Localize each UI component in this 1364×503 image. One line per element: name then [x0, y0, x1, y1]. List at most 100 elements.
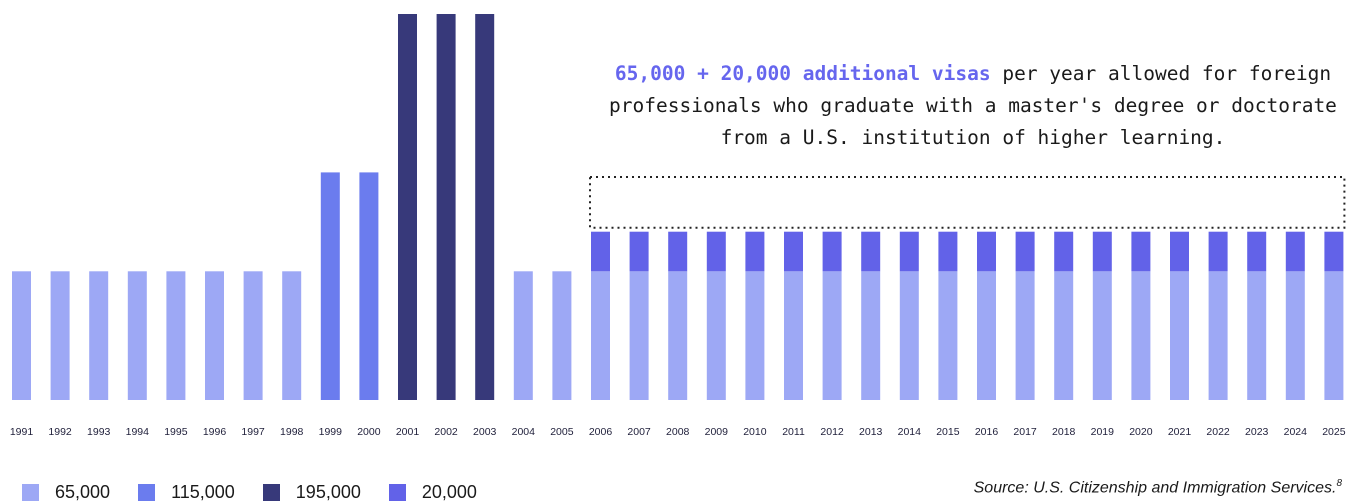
bar-2020-65000 [1131, 271, 1151, 400]
bar-2012-20000 [822, 231, 842, 272]
bar-2006-20000 [591, 231, 610, 272]
x-tick-label: 2010 [743, 426, 767, 438]
bar-1993-65000 [89, 271, 109, 400]
bars-group [12, 14, 1344, 400]
bar-2011-65000 [784, 271, 803, 400]
x-tick-label: 2000 [357, 426, 381, 438]
x-tick-label: 1998 [280, 426, 304, 438]
x-tick-label: 2008 [666, 426, 690, 438]
bar-2020-20000 [1131, 231, 1151, 272]
bar-2022-20000 [1208, 231, 1228, 272]
x-tick-label: 1999 [319, 426, 343, 438]
x-tick-label: 2025 [1322, 426, 1346, 438]
bar-2008-65000 [668, 271, 688, 400]
bar-1999-115000 [320, 172, 340, 400]
bar-1996-65000 [205, 271, 224, 400]
bar-2000-115000 [359, 172, 379, 400]
x-tick-label: 2003 [473, 426, 497, 438]
source-note: Source: U.S. Citizenship and Immigration… [974, 478, 1342, 497]
bar-2004-65000 [513, 271, 533, 400]
legend-swatch-20000 [388, 483, 406, 501]
bar-2018-65000 [1054, 271, 1074, 400]
bar-1998-65000 [282, 271, 302, 400]
bar-2013-65000 [861, 271, 881, 400]
legend-label-65000: 65,000 [55, 481, 111, 502]
x-tick-label: 2021 [1168, 426, 1192, 438]
legend-swatch-65000 [22, 483, 39, 501]
bar-1991-65000 [12, 271, 31, 400]
bar-2012-65000 [822, 271, 842, 400]
x-tick-label: 2014 [898, 426, 922, 438]
x-tick-label: 2016 [975, 426, 999, 438]
bar-2021-65000 [1170, 271, 1189, 400]
bar-2017-20000 [1015, 231, 1035, 272]
annotation-bracket [589, 176, 1346, 229]
x-tick-label: 2024 [1284, 426, 1308, 438]
legend-label-115000: 115,000 [171, 481, 235, 502]
x-tick-label: 2022 [1206, 426, 1230, 438]
x-tick-label: 1993 [87, 426, 111, 438]
annotation-highlight: 65,000 + 20,000 additional visas [614, 62, 991, 85]
x-tick-label: 1997 [241, 426, 265, 438]
legend-item-195000: 195,000 [262, 481, 361, 503]
legend-item-20000: 20,000 [388, 481, 477, 503]
x-tick-label: 1995 [164, 426, 188, 438]
bar-2001-195000 [398, 14, 417, 400]
annotation: 65,000 + 20,000 additional visas per yea… [588, 58, 1358, 154]
bar-2023-65000 [1247, 271, 1267, 400]
bar-2007-65000 [629, 271, 649, 400]
bar-2009-20000 [706, 231, 726, 272]
bar-2011-20000 [784, 231, 803, 272]
bar-2016-20000 [977, 231, 996, 272]
source-text: Source: U.S. Citizenship and Immigration… [973, 479, 1337, 497]
bar-2007-20000 [629, 231, 649, 272]
x-tick-label: 2007 [627, 426, 651, 438]
bar-2018-20000 [1054, 231, 1074, 272]
bar-2024-20000 [1285, 231, 1305, 272]
x-tick-label: 2023 [1245, 426, 1269, 438]
bar-2023-20000 [1247, 231, 1267, 272]
x-tick-label: 2019 [1091, 426, 1115, 438]
x-tick-label: 2013 [859, 426, 883, 438]
x-tick-label: 2018 [1052, 426, 1076, 438]
x-tick-label: 1991 [10, 426, 34, 438]
x-tick-label: 2015 [936, 426, 960, 438]
legend-swatch-115000 [138, 483, 156, 501]
legend-swatch-195000 [262, 483, 280, 501]
x-tick-label: 1992 [48, 426, 72, 438]
bar-2006-65000 [591, 271, 610, 400]
x-tick-label: 2006 [589, 426, 613, 438]
legend-label-195000: 195,000 [295, 481, 361, 502]
bar-2019-65000 [1092, 271, 1112, 400]
bar-2014-20000 [899, 231, 919, 272]
source-footnote: 8 [1336, 478, 1342, 489]
annotation-text: per year allowed for foreign professiona… [609, 62, 1337, 149]
bar-1997-65000 [243, 271, 263, 400]
x-tick-label: 1994 [126, 426, 150, 438]
bar-2003-195000 [475, 14, 495, 400]
bar-2025-65000 [1324, 271, 1344, 400]
bar-2015-20000 [938, 231, 958, 272]
x-tick-label: 2011 [782, 426, 805, 438]
x-tick-label: 1996 [203, 426, 227, 438]
x-tick-label: 2004 [512, 426, 536, 438]
x-tick-label: 2020 [1129, 426, 1153, 438]
x-tick-label: 2017 [1013, 426, 1037, 438]
legend-label-20000: 20,000 [421, 481, 477, 502]
bar-2010-20000 [745, 231, 765, 272]
bar-2005-65000 [552, 271, 572, 400]
legend: 65,000 115,000 195,000 20,000 [22, 482, 505, 502]
bar-2014-65000 [899, 271, 919, 400]
x-tick-label: 2002 [434, 426, 458, 438]
x-axis-ticks: 1991 1992 1993 1994 1995 1996 1997 1998 1999 2000… [10, 426, 1346, 438]
bar-2024-65000 [1285, 271, 1305, 400]
bar-2010-65000 [745, 271, 765, 400]
legend-item-115000: 115,000 [138, 482, 235, 503]
x-tick-label: 2012 [820, 426, 844, 438]
bar-1992-65000 [50, 271, 70, 400]
bar-2019-20000 [1092, 231, 1112, 272]
bar-2016-65000 [977, 271, 996, 400]
legend-item-65000: 65,000 [22, 482, 110, 503]
bar-1994-65000 [127, 271, 147, 400]
